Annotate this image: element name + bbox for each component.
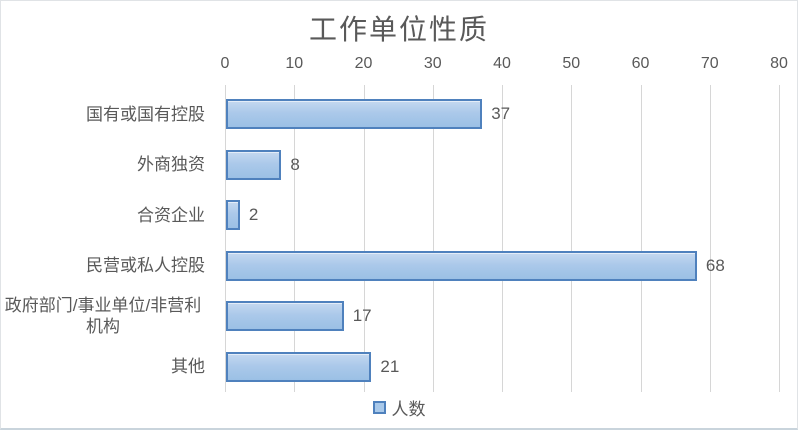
category-label: 国有或国有控股 xyxy=(86,104,205,124)
category-label: 合资企业 xyxy=(137,205,205,225)
gridline xyxy=(571,85,573,392)
bar-68[interactable] xyxy=(226,250,697,281)
category-label: 其他 xyxy=(171,357,205,377)
x-axis-tick-label: 50 xyxy=(562,55,581,72)
bar-2[interactable] xyxy=(226,200,240,231)
gridline xyxy=(363,85,365,392)
x-axis-tick-label: 0 xyxy=(220,55,230,72)
x-axis-tick-label: 10 xyxy=(285,55,304,72)
data-label: 37 xyxy=(491,104,511,124)
gridline xyxy=(709,85,711,392)
x-axis-tick-label: 20 xyxy=(354,55,373,72)
x-axis-tick-label: 60 xyxy=(631,55,650,72)
bar-37[interactable] xyxy=(226,99,483,130)
gridline xyxy=(640,85,642,392)
category-label: 民营或私人控股 xyxy=(86,256,205,276)
bar-8[interactable] xyxy=(226,149,282,180)
x-axis-tick-label: 70 xyxy=(700,55,719,72)
gridline xyxy=(294,85,296,392)
chart-title[interactable]: 工作单位性质 xyxy=(308,14,489,45)
data-label: 21 xyxy=(380,356,400,376)
bar-21[interactable] xyxy=(226,351,372,382)
data-label: 2 xyxy=(248,205,259,225)
legend-label: 人数 xyxy=(391,400,426,419)
x-axis-tick-label: 30 xyxy=(423,55,442,72)
gridline xyxy=(225,85,226,392)
x-axis-tick-label: 80 xyxy=(770,55,788,72)
gridline xyxy=(432,85,434,392)
gridline xyxy=(779,85,780,392)
legend[interactable]: 人数 xyxy=(1,395,797,420)
x-axis-tick-label: 40 xyxy=(493,55,511,72)
legend-swatch-icon xyxy=(372,401,386,414)
data-label: 8 xyxy=(290,154,300,174)
category-label: 外商独资 xyxy=(137,155,205,175)
data-label: 68 xyxy=(705,255,725,275)
category-label: 政府部门/事业单位/非营利 机构 xyxy=(4,296,202,337)
data-label: 17 xyxy=(352,306,372,326)
gridline xyxy=(502,85,503,392)
bar-17[interactable] xyxy=(226,301,344,332)
